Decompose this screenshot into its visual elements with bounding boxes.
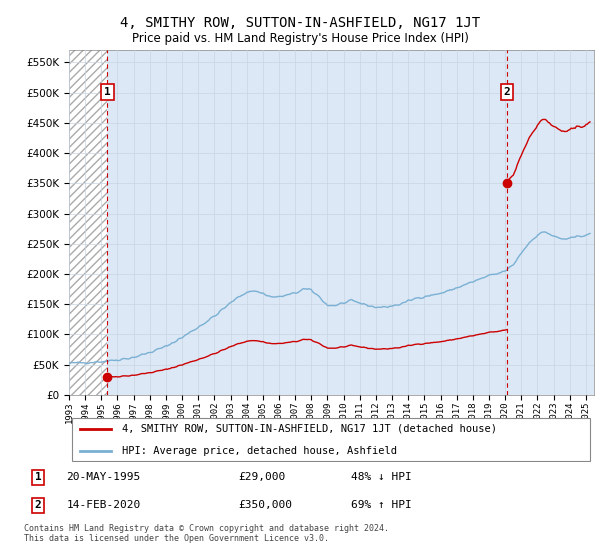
Text: HPI: Average price, detached house, Ashfield: HPI: Average price, detached house, Ashf… bbox=[121, 446, 397, 455]
Text: 20-MAY-1995: 20-MAY-1995 bbox=[66, 472, 140, 482]
Text: 2: 2 bbox=[35, 500, 41, 510]
FancyBboxPatch shape bbox=[71, 418, 590, 461]
Text: Contains HM Land Registry data © Crown copyright and database right 2024.
This d: Contains HM Land Registry data © Crown c… bbox=[24, 524, 389, 543]
Text: 1: 1 bbox=[104, 87, 111, 97]
Text: Price paid vs. HM Land Registry's House Price Index (HPI): Price paid vs. HM Land Registry's House … bbox=[131, 32, 469, 45]
Text: 1: 1 bbox=[35, 472, 41, 482]
Text: £29,000: £29,000 bbox=[238, 472, 286, 482]
Text: £350,000: £350,000 bbox=[238, 500, 292, 510]
Text: 4, SMITHY ROW, SUTTON-IN-ASHFIELD, NG17 1JT: 4, SMITHY ROW, SUTTON-IN-ASHFIELD, NG17 … bbox=[120, 16, 480, 30]
Text: 14-FEB-2020: 14-FEB-2020 bbox=[66, 500, 140, 510]
Text: 4, SMITHY ROW, SUTTON-IN-ASHFIELD, NG17 1JT (detached house): 4, SMITHY ROW, SUTTON-IN-ASHFIELD, NG17 … bbox=[121, 424, 497, 434]
Text: 69% ↑ HPI: 69% ↑ HPI bbox=[351, 500, 412, 510]
Text: 2: 2 bbox=[504, 87, 511, 97]
Text: 48% ↓ HPI: 48% ↓ HPI bbox=[351, 472, 412, 482]
